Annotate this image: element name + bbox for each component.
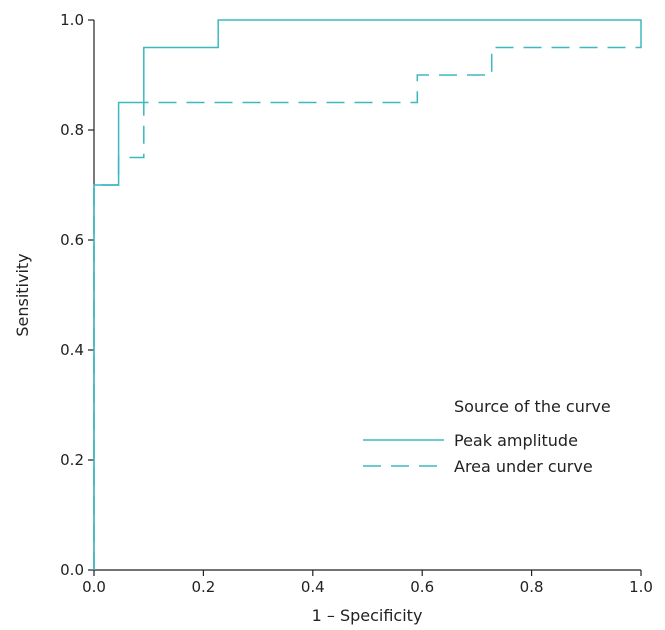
y-tick-label: 0.4: [60, 341, 84, 359]
legend-label-peak-amplitude: Peak amplitude: [454, 431, 578, 450]
x-axis-title: 1 – Specificity: [312, 606, 423, 625]
x-tick-label: 0.6: [410, 578, 434, 596]
x-tick-label: 0.8: [520, 578, 544, 596]
y-tick-label: 1.0: [60, 11, 84, 29]
y-tick-label: 0.8: [60, 121, 84, 139]
x-tick-label: 0.2: [191, 578, 215, 596]
x-tick-label: 1.0: [629, 578, 653, 596]
series: [93, 19, 642, 570]
y-tick-label: 0.0: [60, 561, 84, 579]
y-axis-title: Sensitivity: [13, 253, 32, 336]
y-tick-label: 0.6: [60, 231, 84, 249]
series-line-area-under-curve: [93, 36, 642, 570]
legend: Source of the curve Peak amplitude Area …: [363, 397, 611, 476]
y-tick-label: 0.2: [60, 451, 84, 469]
ticks: 0.0 0.2 0.4 0.6 0.8 1.0 0.0 0.2 0.4 0.6 0.8 1.0: [60, 11, 653, 596]
x-tick-label: 0.4: [301, 578, 325, 596]
legend-label-area-under-curve: Area under curve: [454, 457, 593, 476]
legend-title: Source of the curve: [454, 397, 611, 416]
x-tick-label: 0.0: [82, 578, 106, 596]
